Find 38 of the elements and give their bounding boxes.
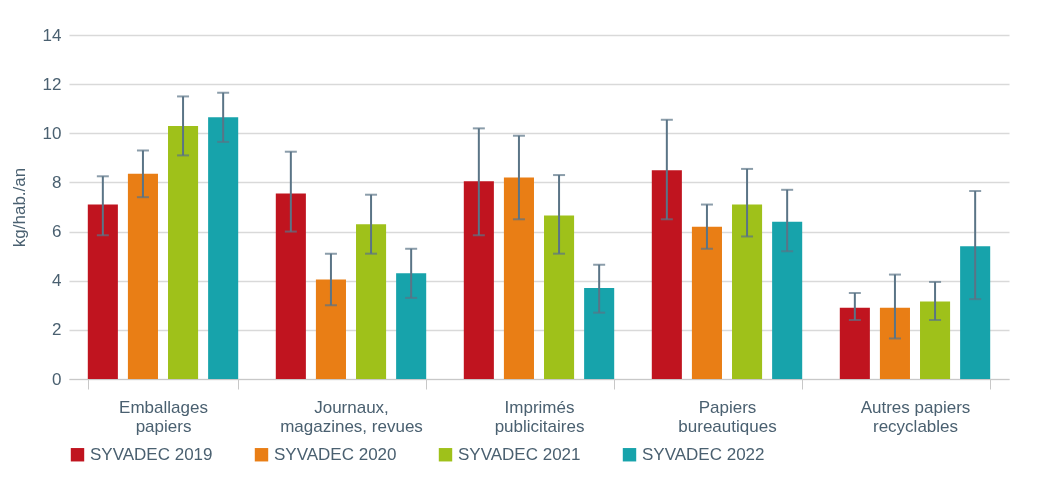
y-tick-label: 6 <box>52 222 62 242</box>
x-tick-label: Emballages papiers <box>119 397 208 436</box>
bar <box>732 204 763 379</box>
bar <box>503 177 534 379</box>
y-axis-title: kg/hab./an <box>9 167 29 248</box>
bar <box>960 246 991 379</box>
bar <box>463 181 494 379</box>
bar <box>396 273 427 379</box>
bar <box>127 173 158 379</box>
bar <box>839 307 870 379</box>
y-tick-label: 12 <box>42 74 62 94</box>
bar <box>920 301 951 379</box>
legend-label: SYVADEC 2020 <box>274 444 397 464</box>
legend-label: SYVADEC 2021 <box>458 444 581 464</box>
bar <box>879 307 910 379</box>
bar <box>772 221 803 379</box>
y-tick-label: 2 <box>52 320 62 340</box>
y-tick-label: 0 <box>52 369 62 389</box>
bar <box>208 117 239 379</box>
bar <box>356 224 387 379</box>
legend-label: SYVADEC 2022 <box>642 444 765 464</box>
bar <box>168 125 199 379</box>
bar <box>275 193 306 379</box>
bar <box>691 226 722 379</box>
legend-label: SYVADEC 2019 <box>90 444 213 464</box>
x-tick-label: Imprimés publicitaires <box>494 397 585 436</box>
x-tick-label: Journaux, magazines, revues <box>280 397 423 436</box>
y-tick-label: 8 <box>52 172 62 192</box>
bar <box>584 288 615 379</box>
y-tick-label: 14 <box>42 25 62 45</box>
bar <box>544 215 575 379</box>
bar <box>315 279 346 379</box>
bar <box>651 170 682 379</box>
x-tick-label: Autres papiers recyclables <box>860 397 971 436</box>
bar <box>87 204 118 379</box>
x-tick-label: Papiers bureautiques <box>678 397 777 436</box>
y-tick-label: 10 <box>42 123 62 143</box>
y-tick-label: 4 <box>52 271 62 291</box>
